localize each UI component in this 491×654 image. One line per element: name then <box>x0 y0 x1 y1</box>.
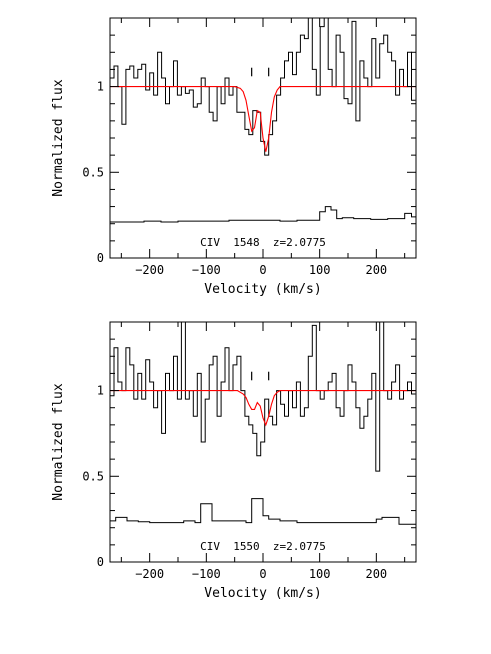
y-tick-label: 1 <box>97 80 104 94</box>
x-tick-label: −200 <box>135 263 164 277</box>
x-tick-label: 200 <box>365 567 387 581</box>
transition-annotation: CIV 1548 z=2.0775 <box>200 236 326 249</box>
x-axis-label: Velocity (km/s) <box>204 586 321 601</box>
y-axis-label: Normalized flux <box>51 79 66 197</box>
series-error-line <box>110 498 416 525</box>
x-tick-label: 200 <box>365 263 387 277</box>
series-error-line <box>110 206 416 223</box>
x-tick-label: 0 <box>259 263 266 277</box>
series-model-line <box>110 390 416 427</box>
x-tick-label: −100 <box>192 567 221 581</box>
x-tick-label: 100 <box>309 263 331 277</box>
x-tick-label: 0 <box>259 567 266 581</box>
y-tick-label: 0 <box>97 251 104 265</box>
y-tick-label: 0 <box>97 555 104 569</box>
y-tick-label: 0.5 <box>82 469 104 483</box>
series-flux-line <box>110 322 416 472</box>
x-tick-label: −200 <box>135 567 164 581</box>
series-flux-line <box>110 18 416 156</box>
series-model-line <box>110 86 416 152</box>
panel-civ-1550: −200 −100 0 100 200 0 0.5 1 CIV 1550 z=2.0775 Vel… <box>51 321 417 601</box>
x-tick-label: 100 <box>309 567 331 581</box>
y-axis-label: Normalized flux <box>51 383 66 501</box>
panel-civ-1548: −200 −100 0 100 200 0 0.5 1 CIV 1548 z=2.0775 Vel… <box>51 17 417 297</box>
x-tick-label: −100 <box>192 263 221 277</box>
transition-annotation: CIV 1550 z=2.0775 <box>200 540 326 553</box>
x-axis-label: Velocity (km/s) <box>204 282 321 297</box>
y-tick-label: 1 <box>97 384 104 398</box>
y-tick-label: 0.5 <box>82 165 104 179</box>
